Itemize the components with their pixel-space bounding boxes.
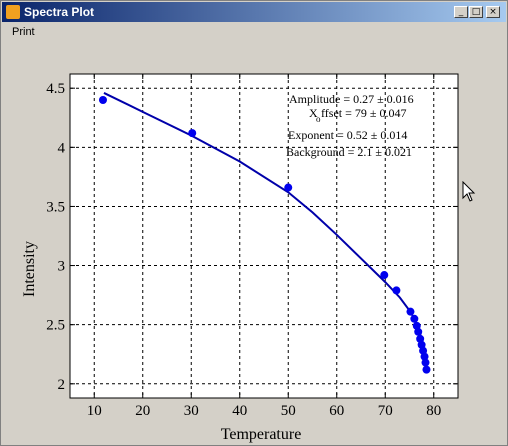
offset-annotation-x: X: [309, 106, 318, 120]
y-tick-label: 4: [58, 140, 66, 156]
x-tick-label: 70: [378, 403, 393, 419]
data-point: [188, 129, 197, 138]
data-point: [414, 327, 423, 336]
x-tick-label: 10: [87, 403, 102, 419]
data-point: [98, 96, 107, 105]
offset-annotation-subscript: o: [316, 114, 321, 124]
window-title: Spectra Plot: [24, 5, 95, 19]
y-tick-labels: 2 2.5 3 3.5 4 4.5: [46, 81, 65, 393]
x-tick-label: 80: [426, 403, 441, 419]
data-point: [420, 352, 429, 361]
data-point: [380, 271, 389, 280]
maximize-button[interactable]: □: [469, 6, 483, 18]
data-point: [392, 286, 401, 295]
mouse-pointer-icon: [462, 181, 476, 202]
amplitude-annotation: Amplitude = 0.27 ± 0.016: [289, 92, 414, 106]
data-points: [98, 96, 431, 374]
y-tick-label: 4.5: [46, 81, 65, 97]
exponent-annotation: Exponent = 0.52 ± 0.014: [288, 128, 407, 142]
y-tick-label: 2.5: [46, 318, 65, 334]
data-point: [421, 358, 430, 367]
background-annotation: Background = 2.1 ± 0.021: [286, 145, 412, 159]
matlab-app-icon: [6, 5, 20, 19]
spectra-plot-figure: 10 20 30 40 50 60 70 80 2 2.5 3 3.5 4 4.5 Temperatur…: [21, 73, 459, 443]
title-bar[interactable]: Spectra Plot _ □ ×: [2, 2, 506, 22]
plot-area: [69, 73, 459, 399]
menu-bar: Print: [2, 23, 506, 41]
data-point: [406, 307, 415, 316]
x-axis-label: Temperature: [221, 426, 302, 443]
x-tick-label: 40: [232, 403, 247, 419]
y-tick-label: 3.5: [46, 199, 65, 215]
offset-annotation: ffset = 79 ± 0.047: [321, 106, 406, 120]
x-tick-label: 20: [135, 403, 150, 419]
fit-parameters-annotation: Amplitude = 0.27 ± 0.016 X o ffset = 79 …: [286, 92, 414, 159]
axis-ticks: [70, 74, 458, 398]
data-point: [284, 183, 293, 192]
x-tick-labels: 10 20 30 40 50 60 70 80: [87, 403, 442, 419]
x-tick-label: 50: [281, 403, 296, 419]
y-tick-label: 2: [58, 377, 66, 393]
print-menu[interactable]: Print: [12, 26, 35, 38]
close-button[interactable]: ×: [486, 6, 500, 18]
x-tick-label: 60: [329, 403, 344, 419]
minimize-button[interactable]: _: [454, 6, 468, 18]
x-tick-label: 30: [184, 403, 199, 419]
y-tick-label: 3: [58, 259, 66, 275]
data-point: [422, 365, 431, 374]
y-axis-label: Intensity: [21, 241, 38, 297]
data-point: [410, 314, 419, 323]
